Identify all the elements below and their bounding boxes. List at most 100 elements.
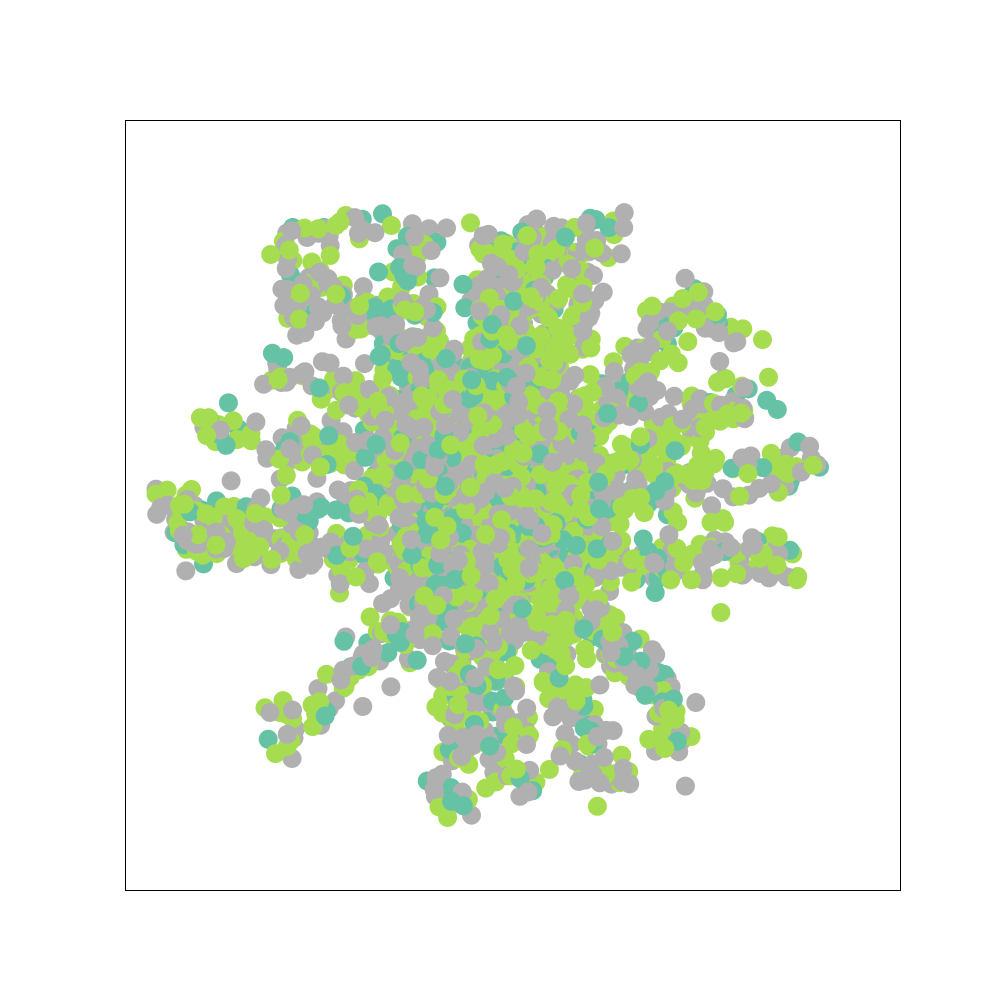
- scatter-point: [589, 499, 609, 519]
- scatter-point: [362, 648, 381, 668]
- scatter-point: [308, 219, 328, 239]
- scatter-point: [675, 776, 695, 796]
- scatter-point: [381, 216, 401, 235]
- points-layer: [146, 203, 829, 827]
- scatter-point: [434, 652, 454, 671]
- scatter-point: [543, 452, 562, 472]
- scatter-point: [353, 697, 373, 716]
- scatter-point: [705, 302, 725, 322]
- scatter-point: [673, 289, 693, 309]
- scatter-point: [498, 550, 518, 570]
- scatter-point: [395, 332, 415, 352]
- scatter-point: [427, 668, 447, 688]
- scatter-point: [587, 539, 607, 559]
- scatter-point: [176, 561, 196, 581]
- scatter-point: [276, 466, 296, 485]
- scatter-point: [592, 517, 612, 537]
- scatter-point: [291, 416, 311, 436]
- scatter-point: [461, 213, 480, 233]
- scatter-point: [310, 457, 330, 477]
- scatter-point: [289, 309, 309, 329]
- scatter-point: [601, 643, 621, 663]
- scatter-point: [688, 282, 708, 302]
- scatter-point: [542, 492, 561, 512]
- scatter-point: [560, 371, 580, 391]
- scatter-point: [349, 495, 368, 515]
- scatter-point: [603, 622, 623, 641]
- scatter-point: [510, 316, 530, 336]
- scatter-point: [326, 284, 346, 304]
- scatter-point: [438, 725, 458, 745]
- scatter-point: [730, 486, 750, 506]
- scatter-point: [441, 435, 461, 455]
- scatter-point: [678, 332, 698, 352]
- scatter-point: [477, 269, 497, 289]
- scatter-point: [374, 464, 394, 484]
- scatter-point: [509, 615, 529, 635]
- scatter-point: [548, 632, 568, 651]
- scatter-point: [504, 717, 523, 737]
- scatter-point: [579, 759, 599, 779]
- scatter-point: [394, 461, 414, 481]
- scatter-point: [353, 277, 373, 297]
- scatter-point: [430, 544, 450, 563]
- scatter-point: [390, 632, 410, 652]
- scatter-point: [435, 476, 455, 496]
- scatter-point: [727, 564, 747, 584]
- scatter-point: [574, 619, 594, 639]
- scatter-point: [496, 325, 516, 345]
- scatter-point: [365, 297, 385, 317]
- scatter-point: [540, 350, 560, 370]
- scatter-point: [345, 208, 365, 228]
- scatter-point: [234, 549, 254, 569]
- scatter-point: [443, 390, 463, 409]
- scatter-point: [455, 298, 475, 318]
- scatter-point: [480, 622, 500, 642]
- scatter-point: [506, 377, 526, 397]
- scatter-point: [630, 427, 650, 447]
- scatter-point: [188, 525, 208, 545]
- scatter-point: [373, 368, 393, 388]
- scatter-point: [711, 603, 731, 622]
- scatter-point: [664, 386, 684, 406]
- scatter-point: [683, 471, 703, 490]
- scatter-point: [445, 570, 465, 589]
- scatter-point: [381, 615, 401, 635]
- scatter-point: [767, 400, 787, 419]
- scatter-point: [378, 643, 398, 663]
- scatter-point: [519, 539, 539, 559]
- scatter-point: [675, 268, 695, 288]
- scatter-point: [548, 318, 568, 338]
- scatter-point: [681, 570, 701, 590]
- scatter-point: [512, 599, 532, 619]
- scatter-point: [709, 323, 729, 343]
- scatter-point: [425, 507, 445, 527]
- scatter-point: [294, 495, 314, 515]
- scatter-point: [425, 457, 444, 477]
- scatter-point: [287, 325, 307, 345]
- scatter-point: [644, 553, 664, 572]
- scatter-point: [573, 321, 593, 341]
- scatter-point: [371, 345, 391, 365]
- scatter-point: [262, 343, 282, 363]
- scatter-point: [460, 477, 480, 497]
- scatter-point: [476, 778, 496, 798]
- scatter-point: [594, 747, 614, 767]
- scatter-point: [448, 695, 468, 715]
- scatter-point: [603, 721, 623, 741]
- scatter-point: [274, 296, 294, 316]
- scatter-point: [355, 354, 374, 374]
- scatter-point: [490, 528, 510, 548]
- scatter-point: [312, 537, 331, 557]
- scatter-point: [658, 321, 678, 341]
- scatter-point: [216, 435, 236, 455]
- scatter-point: [528, 612, 548, 632]
- scatter-point: [330, 574, 350, 594]
- scatter-point: [517, 698, 537, 718]
- scatter-point: [268, 369, 288, 389]
- scatter-point: [475, 556, 495, 576]
- scatter-point: [638, 372, 658, 392]
- scatter-point: [585, 238, 605, 258]
- scatter-point: [271, 485, 291, 505]
- scatter-point: [277, 724, 297, 744]
